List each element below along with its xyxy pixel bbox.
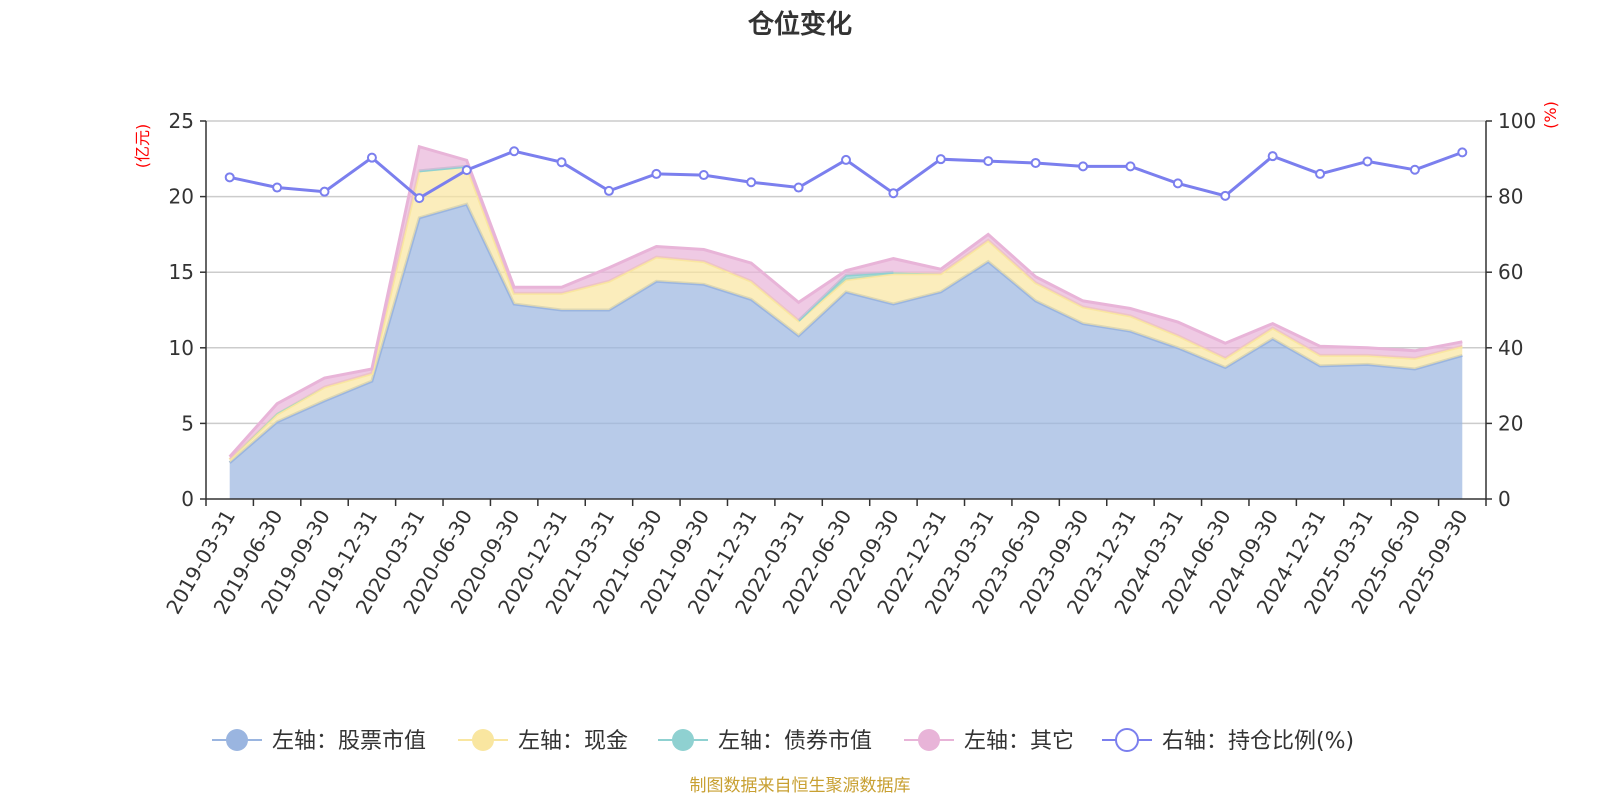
ratio-point xyxy=(319,186,330,197)
legend-item: 左轴：债券市值 xyxy=(658,729,872,754)
legend: 左轴：股票市值 左轴：现金 左轴：债券市值 左轴：其它 右轴：持仓比例(%) xyxy=(212,728,1354,754)
chart-title: 仓位变化 xyxy=(747,9,852,40)
legend-marker xyxy=(672,729,694,751)
ratio-point xyxy=(1457,147,1468,158)
ratio-point xyxy=(1267,151,1278,162)
legend-label: 左轴：债券市值 xyxy=(718,729,872,754)
ratio-point xyxy=(935,154,946,165)
legend-label: 右轴：持仓比例(%) xyxy=(1162,729,1354,754)
ratio-point xyxy=(366,152,377,163)
left-tick-label: 20 xyxy=(169,185,194,209)
legend-marker xyxy=(918,729,940,751)
left-tick-label: 10 xyxy=(169,336,194,360)
ratio-point xyxy=(1172,178,1183,189)
ratio-point xyxy=(556,157,567,168)
stacked-areas xyxy=(228,144,1463,499)
right-tick-label: 20 xyxy=(1498,411,1523,435)
right-tick-label: 0 xyxy=(1498,487,1511,511)
legend-marker xyxy=(1115,728,1139,752)
ratio-point xyxy=(509,146,520,157)
ratio-point xyxy=(698,170,709,181)
ratio-point xyxy=(414,193,425,204)
ratio-point xyxy=(651,168,662,179)
left-tick-label: 15 xyxy=(169,260,194,284)
area-series-1 xyxy=(229,204,1463,499)
ratio-point xyxy=(1315,168,1326,179)
legend-item: 左轴：其它 xyxy=(904,729,1074,754)
ratio-point xyxy=(746,177,757,188)
ratio-point xyxy=(1409,164,1420,175)
legend-label: 左轴：现金 xyxy=(518,729,628,754)
ratio-point xyxy=(1078,161,1089,172)
right-tick-label: 60 xyxy=(1498,260,1523,284)
left-tick-label: 5 xyxy=(181,411,194,435)
legend-label: 左轴：其它 xyxy=(964,729,1074,754)
left-axis-unit: (亿元) xyxy=(133,124,152,169)
ratio-point xyxy=(888,188,899,199)
ratio-point xyxy=(983,156,994,167)
right-tick-label: 40 xyxy=(1498,336,1523,360)
data-source-note: 制图数据来自恒生聚源数据库 xyxy=(690,776,911,796)
left-tick-label: 25 xyxy=(169,109,194,133)
ratio-point xyxy=(461,165,472,176)
legend-marker xyxy=(226,729,248,751)
area-series-4-edge xyxy=(228,144,1463,458)
ratio-point xyxy=(793,182,804,193)
ratio-point xyxy=(224,172,235,183)
ratio-point xyxy=(1125,161,1136,172)
ratio-point xyxy=(272,182,283,193)
ratio-line xyxy=(224,146,1468,204)
legend-item: 左轴：股票市值 xyxy=(212,729,426,754)
right-tick-label: 80 xyxy=(1498,185,1523,209)
legend-marker xyxy=(472,729,494,751)
ratio-point xyxy=(1220,190,1231,201)
legend-item: 左轴：现金 xyxy=(458,729,628,754)
legend-label: 左轴：股票市值 xyxy=(272,729,426,754)
legend-item: 右轴：持仓比例(%) xyxy=(1102,728,1354,754)
ratio-point xyxy=(603,185,614,196)
ratio-point xyxy=(1030,157,1041,168)
ratio-point xyxy=(841,154,851,165)
right-tick-label: 100 xyxy=(1498,109,1536,133)
left-tick-label: 0 xyxy=(181,487,194,511)
ratio-point xyxy=(1362,156,1373,167)
right-axis-unit: (%) xyxy=(1541,101,1560,129)
